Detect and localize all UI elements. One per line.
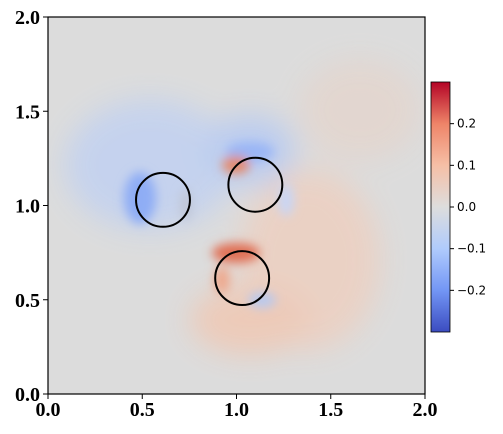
- colorbar-tick-label: 0.2: [457, 117, 476, 131]
- circle: [227, 156, 284, 213]
- x-tick-label: 1.5: [318, 399, 343, 421]
- x-tick-label: 1.0: [224, 399, 249, 421]
- colorbar-tick-label: −0.1: [457, 242, 486, 256]
- field: [48, 17, 425, 394]
- circle: [214, 250, 271, 307]
- colorbar-tick-label: 0.1: [457, 158, 476, 172]
- y-tick-label: 1.0: [15, 196, 40, 218]
- colorbar: [430, 81, 451, 333]
- y-tick-label: 1.5: [15, 101, 40, 123]
- x-tick-label: 2.0: [413, 399, 438, 421]
- x-tick-label: 0.0: [36, 399, 61, 421]
- x-tick-label: 0.5: [130, 399, 155, 421]
- y-tick-label: 2.0: [15, 7, 40, 29]
- colorbar-tick-label: 0.0: [457, 200, 476, 214]
- colorbar-tick-label: −0.2: [457, 283, 486, 297]
- y-tick-label: 0.0: [15, 384, 40, 406]
- circle: [135, 171, 191, 228]
- y-tick-label: 0.5: [15, 290, 40, 312]
